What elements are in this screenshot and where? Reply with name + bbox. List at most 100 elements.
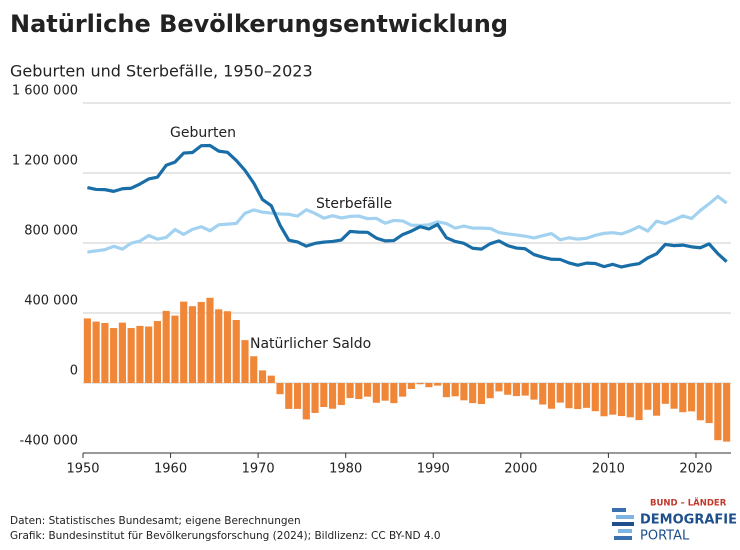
bar [696, 383, 704, 421]
bar [162, 310, 170, 383]
bar [495, 383, 503, 392]
bar [416, 383, 424, 385]
bar [469, 383, 477, 404]
bar [188, 306, 197, 383]
bar [285, 383, 293, 409]
x-tick-label: 2000 [504, 462, 537, 477]
bar [145, 326, 153, 383]
x-tick-label: 1950 [66, 462, 99, 477]
bar [337, 383, 345, 406]
bar [223, 311, 232, 383]
y-tick-label: -400 000 [20, 434, 78, 449]
logo: BUND – LÄNDER DEMOGRAFIE PORTAL [612, 498, 737, 544]
bar [118, 322, 126, 383]
bar [407, 383, 415, 389]
bar [311, 383, 319, 413]
bar [486, 383, 494, 399]
bar [521, 383, 529, 396]
source-note: Daten: Statistisches Bundesamt; eigene B… [10, 515, 301, 527]
bar [171, 315, 179, 383]
bar [652, 383, 661, 416]
logo-top: BUND – LÄNDER [650, 498, 727, 509]
bar [670, 383, 678, 409]
bar [530, 383, 538, 400]
bar [232, 320, 240, 383]
bar [302, 383, 310, 420]
bar [679, 383, 687, 413]
logo-bar [618, 529, 632, 533]
plot: -400 000 0 400 000 800 000 1 200 000 1 600 00… [12, 84, 731, 477]
bar [101, 322, 109, 383]
bar [434, 383, 442, 386]
bar [267, 375, 275, 383]
bar [547, 383, 556, 409]
bar [425, 383, 433, 388]
bar [600, 383, 608, 417]
bar [574, 383, 582, 410]
bar [723, 383, 731, 442]
x-tick-label: 2020 [679, 462, 712, 477]
bar [206, 297, 214, 383]
bar [582, 383, 591, 408]
bar [241, 340, 249, 383]
bar [320, 383, 328, 407]
chart-subtitle: Geburten und Sterbefälle, 1950–2023 [10, 62, 313, 81]
bar [661, 383, 669, 404]
logo-bar [612, 522, 634, 526]
bar [83, 318, 91, 383]
series-label: Geburten [170, 125, 236, 141]
y-tick-label: 800 000 [24, 224, 78, 239]
bar [644, 383, 652, 410]
bar [688, 383, 696, 412]
y-tick-label: 1 200 000 [12, 154, 78, 169]
bar [460, 383, 468, 401]
bar [136, 325, 144, 383]
logo-text: DEMOGRAFIE [640, 513, 737, 528]
bar [399, 383, 407, 397]
bar [92, 321, 100, 383]
bar [364, 383, 372, 397]
bar [110, 328, 118, 383]
bar [381, 383, 389, 401]
bar [293, 383, 302, 409]
x-tick-label: 1990 [417, 462, 450, 477]
bar [705, 383, 713, 424]
bar [215, 309, 223, 383]
line [87, 143, 728, 269]
bar [626, 383, 634, 418]
logo-bar [616, 515, 634, 519]
series-label: Natürlicher Saldo [250, 336, 371, 352]
bar [197, 301, 205, 383]
bar [609, 383, 617, 415]
credit-note: Grafik: Bundesinstitut für Bevölkerungsf… [10, 530, 441, 542]
bar [355, 383, 363, 400]
bar [556, 383, 564, 403]
bar [328, 383, 337, 409]
bar [714, 383, 722, 441]
x-tick-label: 2010 [592, 462, 625, 477]
bar [512, 383, 521, 397]
x-tick-label: 1970 [242, 462, 275, 477]
line [87, 194, 728, 254]
chart-title: Natürliche Bevölkerungsentwicklung [10, 10, 508, 38]
x-tick-label: 1960 [154, 462, 187, 477]
y-tick-label: 1 600 000 [12, 84, 78, 99]
bar [539, 383, 547, 405]
bar [346, 383, 354, 399]
bar [276, 383, 284, 395]
x-tick-label: 1980 [329, 462, 362, 477]
bar [504, 383, 512, 395]
bar [477, 383, 486, 404]
bar [617, 383, 626, 417]
y-tick-label: 400 000 [24, 294, 78, 309]
bar [250, 356, 258, 383]
bar [390, 383, 398, 404]
bar [565, 383, 573, 409]
logo-bar [612, 508, 626, 512]
bar [180, 301, 188, 383]
bar [451, 383, 459, 397]
series-label: Sterbefälle [316, 196, 392, 212]
bar [153, 321, 162, 383]
bar [372, 383, 380, 403]
